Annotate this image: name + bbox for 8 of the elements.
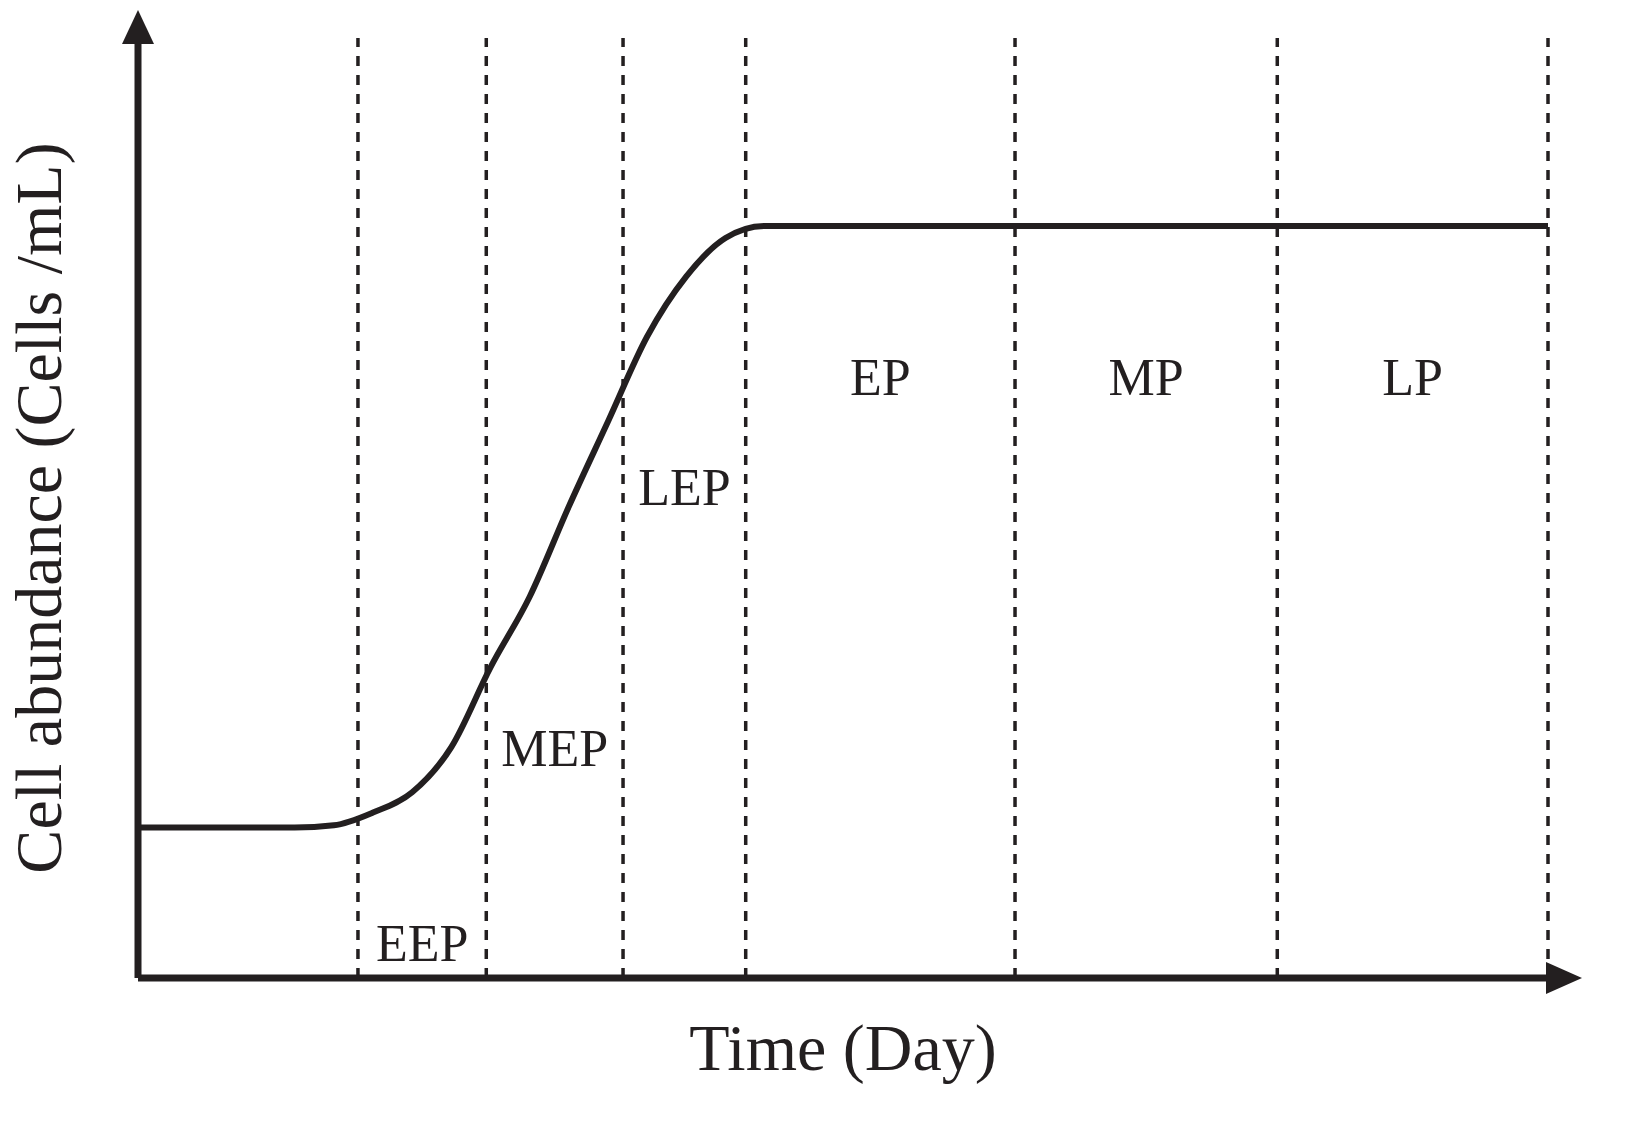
annotation: MP: [1108, 348, 1184, 406]
x-axis-title: Time (Day): [689, 1011, 997, 1085]
annotation: MEP: [501, 719, 609, 777]
annotation: LEP: [638, 459, 731, 517]
y-axis-title: Cell abundance (Cells /mL): [2, 142, 77, 874]
annotation: LP: [1382, 348, 1443, 406]
annotation: EEP: [375, 915, 469, 973]
annotation: EP: [850, 348, 911, 406]
